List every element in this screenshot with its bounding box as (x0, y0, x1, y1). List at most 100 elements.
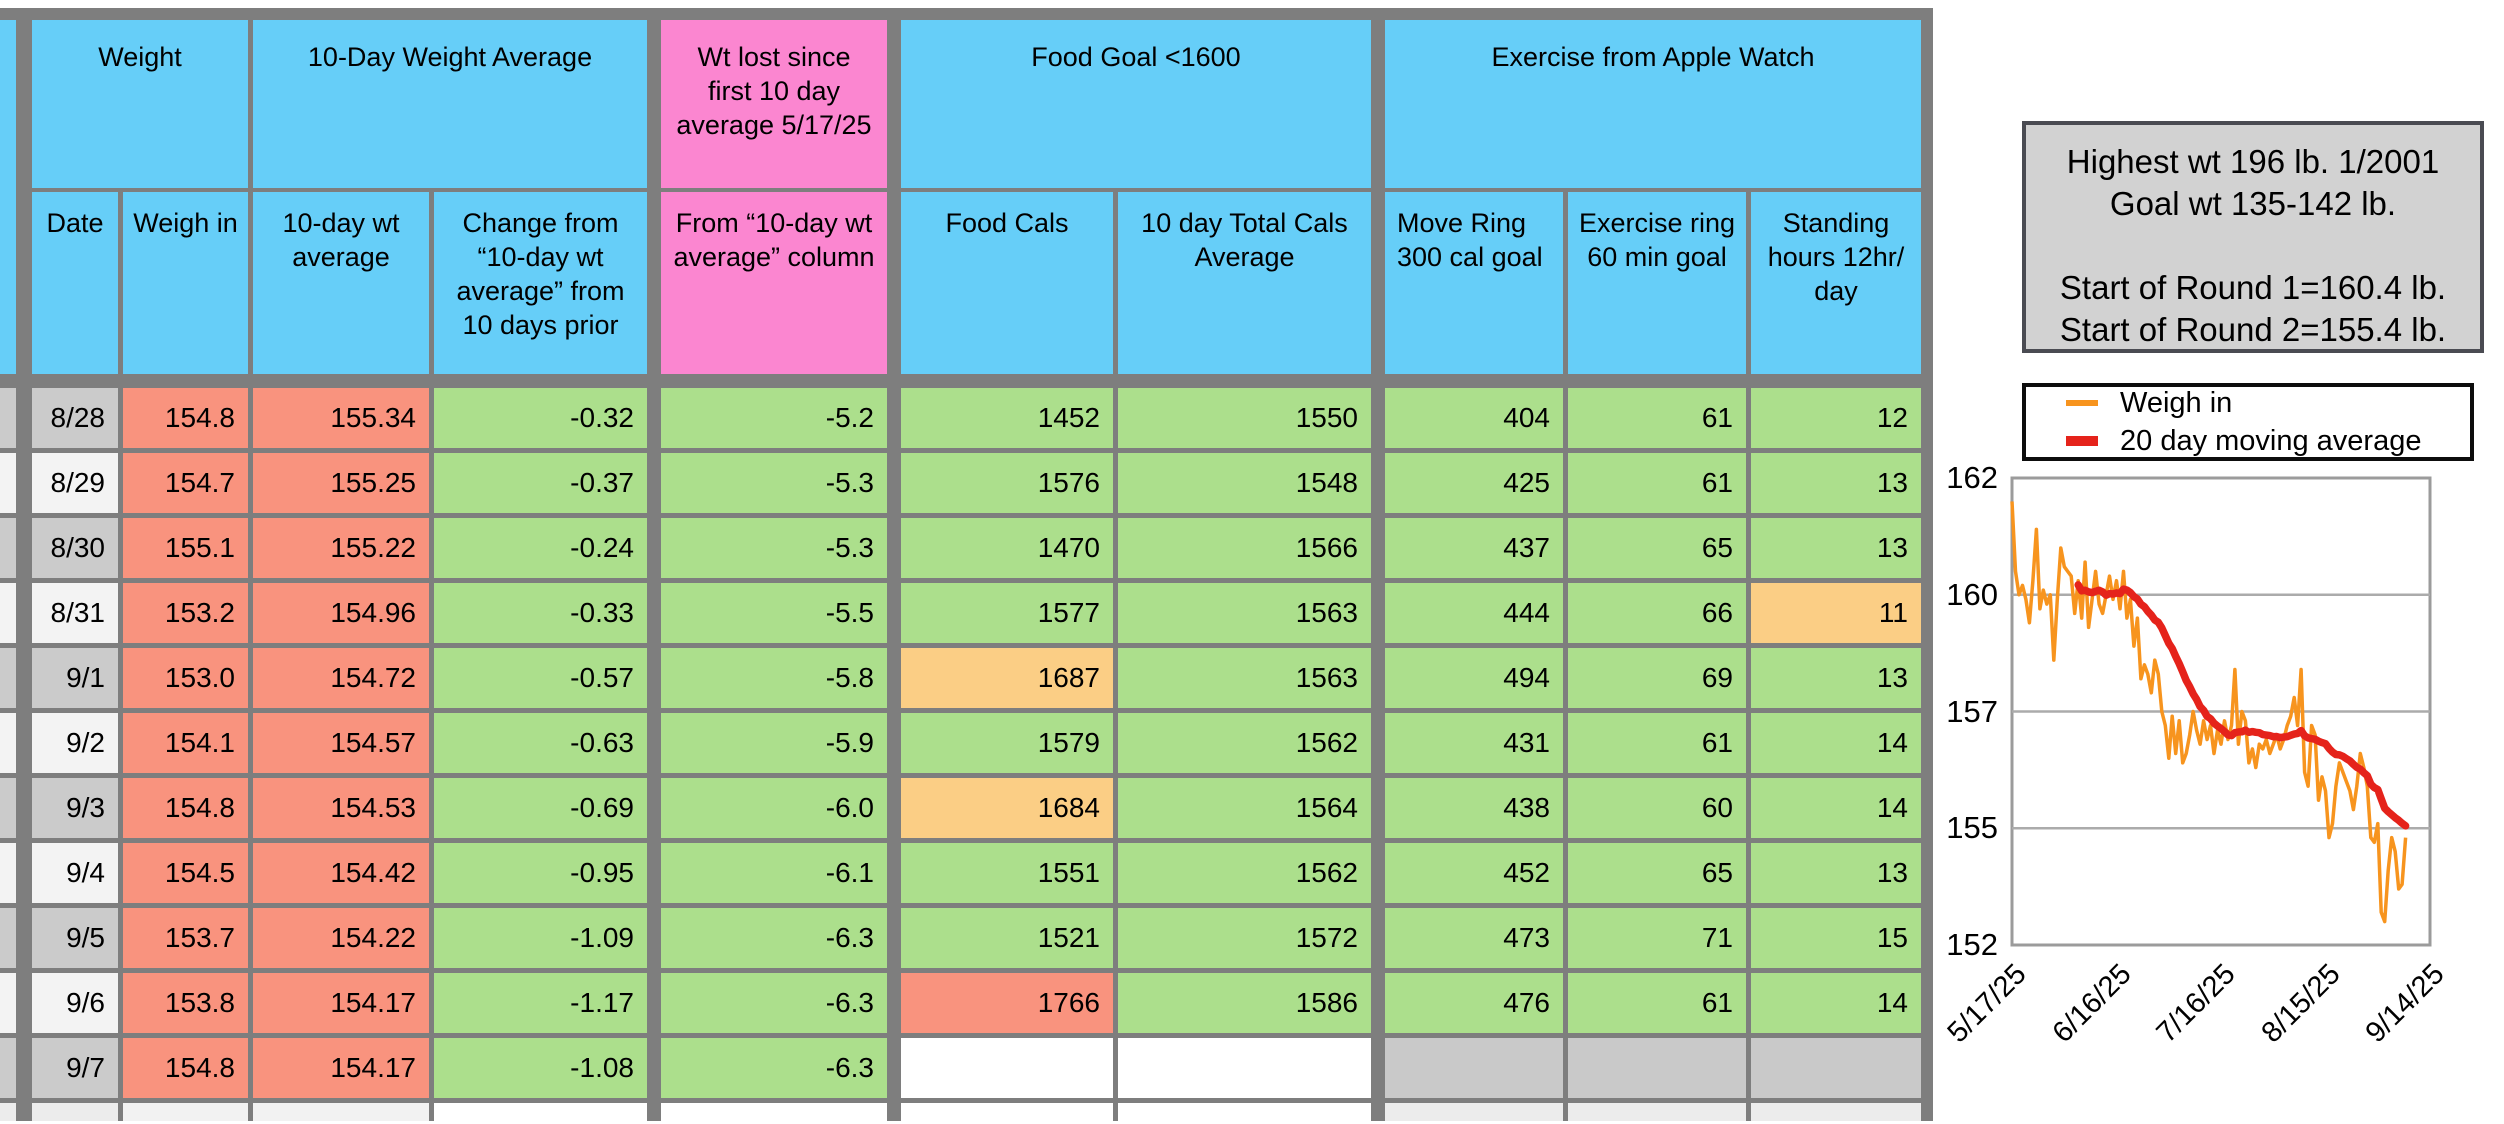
table-cell-move[interactable]: 444 (1385, 583, 1563, 643)
table-cell-move[interactable]: 438 (1385, 778, 1563, 838)
weight-chart[interactable] (1940, 440, 2504, 1000)
table-cell-avg[interactable]: 154.17 (253, 1038, 429, 1098)
table-cell-total[interactable]: 1586 (1118, 973, 1371, 1033)
group-header-weight[interactable]: Weight (32, 20, 248, 188)
table-cell-stand[interactable]: 13 (1751, 453, 1921, 513)
table-cell-weigh[interactable]: 153.7 (123, 908, 248, 968)
table-cell-change[interactable]: -1.09 (434, 908, 647, 968)
table-cell-ex[interactable]: 61 (1568, 453, 1746, 513)
table-cell-stand[interactable]: 14 (1751, 713, 1921, 773)
sliver-cell[interactable] (0, 1038, 16, 1098)
table-cell-weigh[interactable]: 153.0 (123, 648, 248, 708)
sliver-cell[interactable] (0, 973, 16, 1033)
table-cell-stand[interactable]: 11 (1751, 583, 1921, 643)
column-header-change[interactable]: Change from “10-day wt average” from 10 … (434, 192, 647, 374)
table-cell-total[interactable]: 1564 (1118, 778, 1371, 838)
table-cell-stand[interactable]: 13 (1751, 648, 1921, 708)
table-cell-move[interactable]: 437 (1385, 518, 1563, 578)
table-cell-lost[interactable]: -5.3 (661, 518, 887, 578)
table-cell-ex[interactable]: 61 (1568, 973, 1746, 1033)
table-cell-move[interactable]: 425 (1385, 453, 1563, 513)
table-cell-stand[interactable]: 13 (1751, 843, 1921, 903)
table-cell-stand[interactable] (1751, 1038, 1921, 1098)
table-cell-stand[interactable]: 12 (1751, 388, 1921, 448)
sliver-cell[interactable] (0, 778, 16, 838)
table-cell-change[interactable]: -0.33 (434, 583, 647, 643)
group-header-10day-average[interactable]: 10-Day Weight Average (253, 20, 647, 188)
table-cell-date[interactable]: 9/4 (32, 843, 118, 903)
table-cell-food[interactable]: 1579 (901, 713, 1113, 773)
group-header-exercise[interactable]: Exercise from Apple Watch (1385, 20, 1921, 188)
table-cell-change[interactable]: -1.17 (434, 973, 647, 1033)
table-cell-change[interactable]: -0.24 (434, 518, 647, 578)
table-cell-total[interactable]: 1563 (1118, 648, 1371, 708)
column-header-weigh-in[interactable]: Weigh in (123, 192, 248, 374)
table-cell-weigh[interactable]: 154.8 (123, 388, 248, 448)
table-cell-ex[interactable]: 71 (1568, 908, 1746, 968)
table-cell-weigh[interactable]: 155.1 (123, 518, 248, 578)
table-cell-total[interactable]: 1572 (1118, 908, 1371, 968)
partial-row-cell[interactable] (0, 1103, 16, 1121)
table-cell-move[interactable]: 473 (1385, 908, 1563, 968)
partial-row-cell[interactable] (32, 1103, 118, 1121)
column-header-exercise-ring[interactable]: Exercise ring 60 min goal (1568, 192, 1746, 374)
table-cell-move[interactable]: 494 (1385, 648, 1563, 708)
table-cell-change[interactable]: -0.37 (434, 453, 647, 513)
table-cell-ex[interactable]: 61 (1568, 388, 1746, 448)
table-cell-date[interactable]: 9/1 (32, 648, 118, 708)
table-cell-avg[interactable]: 154.57 (253, 713, 429, 773)
column-header-standing-hours[interactable]: Standing hours 12hr/ day (1751, 192, 1921, 374)
table-cell-date[interactable]: 9/7 (32, 1038, 118, 1098)
table-cell-date[interactable]: 9/6 (32, 973, 118, 1033)
table-cell-ex[interactable]: 60 (1568, 778, 1746, 838)
table-cell-lost[interactable]: -5.2 (661, 388, 887, 448)
table-cell-lost[interactable]: -5.3 (661, 453, 887, 513)
table-cell-date[interactable]: 9/2 (32, 713, 118, 773)
table-cell-lost[interactable]: -5.9 (661, 713, 887, 773)
table-cell-food[interactable]: 1551 (901, 843, 1113, 903)
table-cell-weigh[interactable]: 154.5 (123, 843, 248, 903)
table-cell-avg[interactable]: 155.34 (253, 388, 429, 448)
table-cell-change[interactable]: -0.63 (434, 713, 647, 773)
table-cell-date[interactable]: 8/31 (32, 583, 118, 643)
table-cell-avg[interactable]: 154.42 (253, 843, 429, 903)
table-cell-weigh[interactable]: 153.8 (123, 973, 248, 1033)
table-cell-avg[interactable]: 155.25 (253, 453, 429, 513)
table-cell-avg[interactable]: 154.53 (253, 778, 429, 838)
table-cell-ex[interactable]: 69 (1568, 648, 1746, 708)
table-cell-food[interactable] (901, 1038, 1113, 1098)
table-cell-food[interactable]: 1684 (901, 778, 1113, 838)
table-cell-change[interactable]: -0.57 (434, 648, 647, 708)
table-cell-change[interactable]: -0.32 (434, 388, 647, 448)
table-cell-food[interactable]: 1470 (901, 518, 1113, 578)
sliver-cell[interactable] (0, 843, 16, 903)
partial-row-cell[interactable] (1568, 1103, 1746, 1121)
sliver-cell[interactable] (0, 583, 16, 643)
table-cell-total[interactable]: 1562 (1118, 713, 1371, 773)
table-cell-total[interactable]: 1562 (1118, 843, 1371, 903)
table-cell-total[interactable]: 1548 (1118, 453, 1371, 513)
group-header-food-goal[interactable]: Food Goal <1600 (901, 20, 1371, 188)
table-cell-food[interactable]: 1452 (901, 388, 1113, 448)
table-cell-date[interactable]: 8/29 (32, 453, 118, 513)
partial-row-cell[interactable] (253, 1103, 429, 1121)
partial-row-cell[interactable] (123, 1103, 248, 1121)
chart-legend[interactable]: Weigh in 20 day moving average (2022, 383, 2474, 461)
table-cell-move[interactable] (1385, 1038, 1563, 1098)
column-header-date[interactable]: Date (32, 192, 118, 374)
table-cell-change[interactable]: -0.69 (434, 778, 647, 838)
partial-row-cell[interactable] (1385, 1103, 1563, 1121)
table-cell-avg[interactable]: 154.22 (253, 908, 429, 968)
partial-row-cell[interactable] (661, 1103, 887, 1121)
sliver-cell[interactable] (0, 908, 16, 968)
table-cell-ex[interactable] (1568, 1038, 1746, 1098)
table-cell-date[interactable]: 8/28 (32, 388, 118, 448)
partial-row-cell[interactable] (1751, 1103, 1921, 1121)
partial-row-cell[interactable] (901, 1103, 1113, 1121)
column-header-from-avg[interactable]: From “10-day wt average” column (661, 192, 887, 374)
table-cell-food[interactable]: 1687 (901, 648, 1113, 708)
group-header-wt-lost[interactable]: Wt lost since first 10 day average 5/17/… (661, 20, 887, 188)
table-cell-ex[interactable]: 65 (1568, 518, 1746, 578)
table-cell-lost[interactable]: -5.8 (661, 648, 887, 708)
sliver-cell[interactable] (0, 713, 16, 773)
